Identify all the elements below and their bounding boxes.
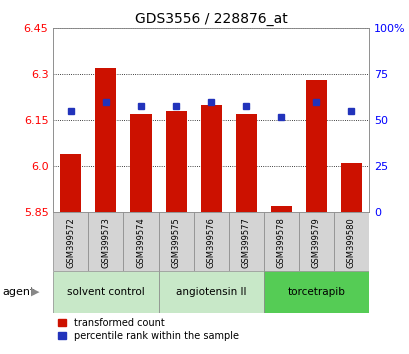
Bar	[263, 212, 298, 271]
Text: GSM399577: GSM399577	[241, 217, 250, 268]
Bar	[193, 212, 228, 271]
Title: GDS3556 / 228876_at: GDS3556 / 228876_at	[135, 12, 287, 26]
Text: torcetrapib: torcetrapib	[287, 287, 344, 297]
Text: GSM399572: GSM399572	[66, 217, 75, 268]
Legend: transformed count, percentile rank within the sample: transformed count, percentile rank withi…	[58, 318, 238, 341]
Text: agent: agent	[2, 287, 34, 297]
Text: GSM399573: GSM399573	[101, 217, 110, 268]
Bar	[88, 212, 123, 271]
Bar	[60, 154, 81, 212]
Bar	[228, 212, 263, 271]
Bar	[305, 80, 326, 212]
Text: GSM399578: GSM399578	[276, 217, 285, 268]
Bar	[123, 212, 158, 271]
Bar	[53, 271, 158, 313]
Bar	[340, 163, 361, 212]
Bar	[263, 271, 368, 313]
Bar	[130, 114, 151, 212]
Text: GSM399575: GSM399575	[171, 217, 180, 268]
Bar	[235, 114, 256, 212]
Text: GSM399579: GSM399579	[311, 217, 320, 268]
Bar	[270, 206, 291, 212]
Text: solvent control: solvent control	[67, 287, 144, 297]
Bar	[95, 68, 116, 212]
Bar	[333, 212, 368, 271]
Bar	[298, 212, 333, 271]
Text: GSM399576: GSM399576	[206, 217, 215, 268]
Bar	[158, 212, 193, 271]
Text: angiotensin II: angiotensin II	[175, 287, 246, 297]
Bar	[158, 271, 263, 313]
Text: ▶: ▶	[31, 287, 39, 297]
Text: GSM399574: GSM399574	[136, 217, 145, 268]
Bar	[200, 105, 221, 212]
Bar	[165, 111, 186, 212]
Bar	[53, 212, 88, 271]
Text: GSM399580: GSM399580	[346, 217, 355, 268]
